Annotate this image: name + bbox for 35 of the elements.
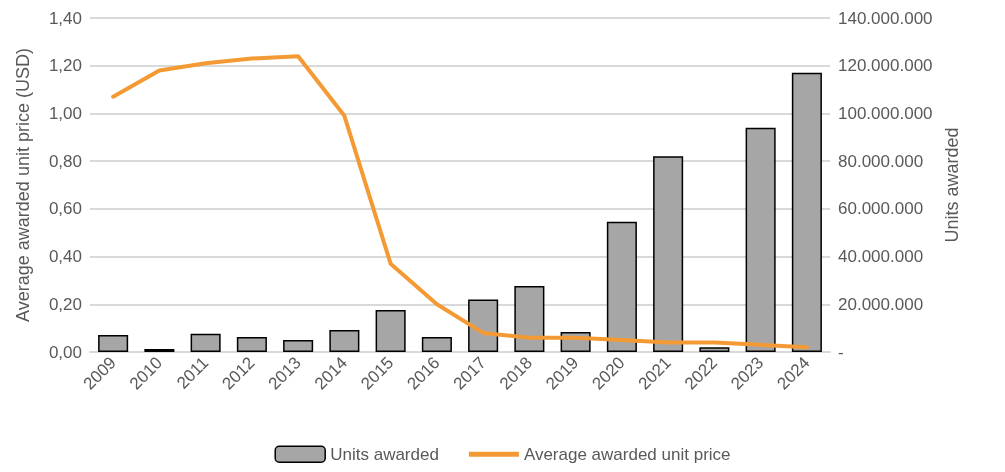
y2-tick-label: 20.000.000	[838, 294, 924, 314]
bar	[699, 347, 730, 352]
bar	[421, 336, 452, 352]
y-tick-label: 0,60	[48, 199, 82, 219]
bar	[514, 285, 545, 352]
y2-axis-title: Units awarded	[942, 127, 963, 243]
y-tick-label: 1,40	[48, 8, 82, 28]
y-tick-label: 0,80	[48, 151, 82, 171]
bar	[375, 310, 406, 352]
y2-tick-label: -	[838, 342, 844, 362]
bar	[791, 72, 822, 352]
y2-tick-label: 40.000.000	[838, 247, 924, 267]
y-tick-label: 1,20	[48, 56, 82, 76]
y-tick-label: 1,00	[48, 103, 82, 123]
y2-tick-label: 60.000.000	[838, 199, 924, 219]
bar	[236, 336, 267, 352]
bar	[468, 299, 499, 352]
y2-tick-label: 100.000.000	[838, 103, 933, 123]
bar	[745, 127, 776, 352]
bar	[190, 333, 221, 352]
legend-label: Units awarded	[330, 444, 439, 464]
y-axis-title: Average awarded unit price (USD)	[13, 48, 33, 322]
bar	[329, 330, 360, 352]
y2-tick-label: 140.000.000	[838, 8, 933, 28]
y-tick-label: 0,40	[48, 247, 82, 267]
y2-tick-label: 120.000.000	[838, 56, 933, 76]
bar	[98, 335, 129, 352]
line-series	[111, 54, 809, 350]
y-tick-label: 0,00	[48, 342, 82, 362]
bar	[606, 221, 637, 352]
y2-tick-label: 80.000.000	[838, 151, 924, 171]
legend-label: Average awarded unit price	[523, 444, 731, 464]
y-tick-label: 0,20	[48, 294, 82, 314]
bar	[283, 340, 314, 352]
bar	[653, 156, 684, 352]
